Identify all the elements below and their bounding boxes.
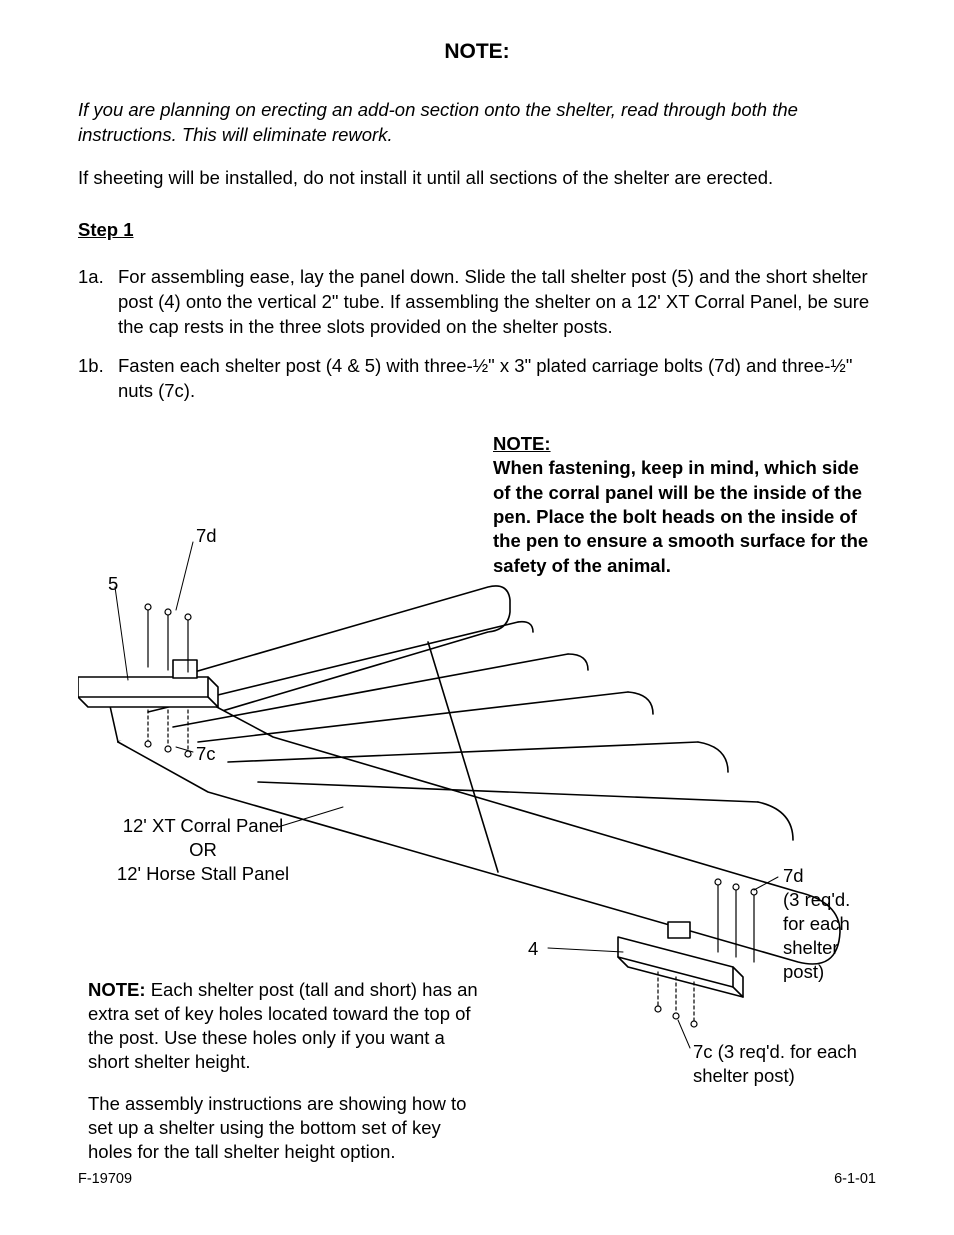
label-7c-top: 7c <box>196 742 216 766</box>
footer-left: F-19709 <box>78 1171 132 1187</box>
label-7d-top: 7d <box>196 524 217 548</box>
step-number: 1a. <box>78 265 118 340</box>
label-panel-line2: OR <box>189 839 217 860</box>
step-text: For assembling ease, lay the panel down.… <box>118 265 876 340</box>
page: NOTE: If you are planning on erecting an… <box>0 0 954 1235</box>
intro-plain: If sheeting will be installed, do not in… <box>78 166 876 191</box>
bottom-note-2: The assembly instructions are showing ho… <box>88 1092 488 1164</box>
label-panel-line3: 12' Horse Stall Panel <box>117 863 289 884</box>
step-text: Fasten each shelter post (4 & 5) with th… <box>118 354 876 404</box>
label-panel-line1: 12' XT Corral Panel <box>123 815 284 836</box>
step-item: 1b. Fasten each shelter post (4 & 5) wit… <box>78 354 876 404</box>
label-7d-right: 7d (3 req'd. for each shelter post) <box>783 864 873 984</box>
step-number: 1b. <box>78 354 118 404</box>
bottom-note-label: NOTE: <box>88 979 146 1000</box>
footer-right: 6-1-01 <box>834 1171 876 1187</box>
step-heading: Step 1 <box>78 219 876 241</box>
label-7d-right-2: (3 req'd. for each shelter post) <box>783 889 850 982</box>
step-list: 1a. For assembling ease, lay the panel d… <box>78 265 876 404</box>
label-7c-right: 7c (3 req'd. for each shelter post) <box>693 1040 863 1088</box>
page-title: NOTE: <box>78 40 876 64</box>
step-item: 1a. For assembling ease, lay the panel d… <box>78 265 876 340</box>
diagram-area: NOTE: When fastening, keep in mind, whic… <box>78 432 878 1152</box>
label-panel: 12' XT Corral Panel OR 12' Horse Stall P… <box>108 814 298 886</box>
label-5: 5 <box>108 572 118 596</box>
intro-italic: If you are planning on erecting an add-o… <box>78 98 876 148</box>
label-4: 4 <box>528 937 538 961</box>
bottom-note-1-text: Each shelter post (tall and short) has a… <box>88 979 478 1072</box>
label-7d-right-1: 7d <box>783 865 804 886</box>
bottom-note-1: NOTE: Each shelter post (tall and short)… <box>88 978 483 1074</box>
page-footer: F-19709 6-1-01 <box>78 1171 876 1187</box>
